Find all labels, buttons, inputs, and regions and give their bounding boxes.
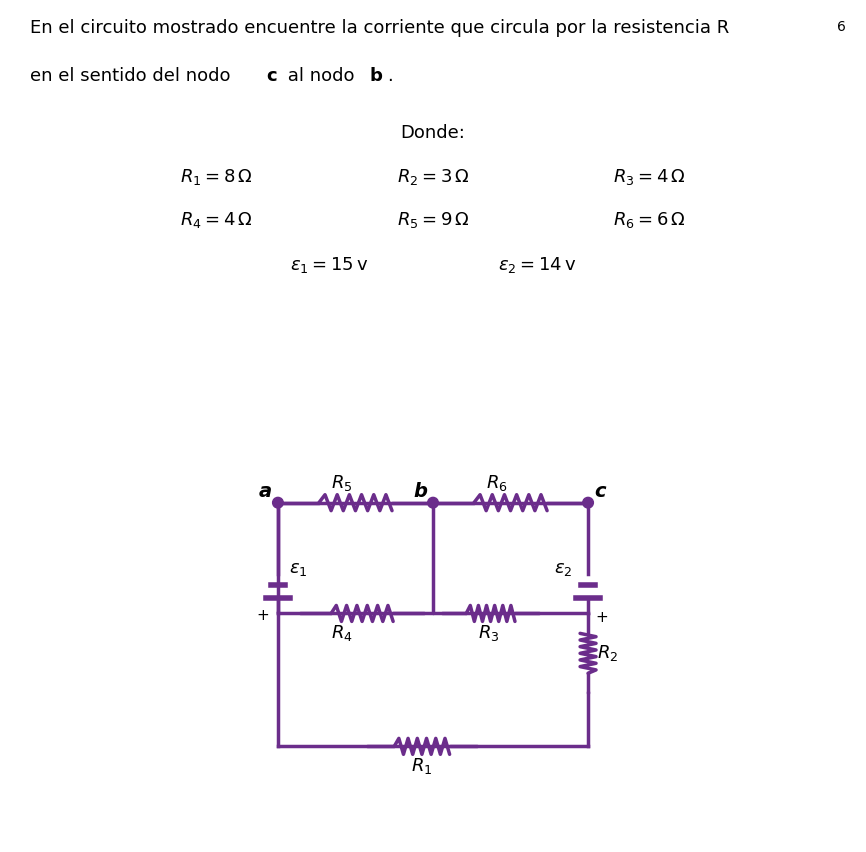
Circle shape [273,498,283,508]
Text: $\varepsilon_2$: $\varepsilon_2$ [554,560,573,579]
Text: $R_1 = 8\,\Omega$: $R_1 = 8\,\Omega$ [180,167,253,187]
Text: $R_1$: $R_1$ [411,757,433,776]
Text: a: a [259,482,272,501]
Text: Donde:: Donde: [401,124,465,142]
Text: b: b [414,482,428,501]
Text: $R_6$: $R_6$ [487,473,508,492]
Text: 6: 6 [837,20,845,34]
Text: c: c [267,66,277,85]
Text: b: b [370,66,383,85]
Text: En el circuito mostrado encuentre la corriente que circula por la resistencia R: En el circuito mostrado encuentre la cor… [30,19,729,37]
Text: +: + [256,608,268,623]
Text: en el sentido del nodo: en el sentido del nodo [30,66,236,85]
Text: $R_6 = 6\,\Omega$: $R_6 = 6\,\Omega$ [613,210,686,230]
Text: $R_4 = 4\,\Omega$: $R_4 = 4\,\Omega$ [180,210,253,230]
Text: $R_2$: $R_2$ [598,643,618,664]
Text: .: . [387,66,393,85]
Text: $R_2 = 3\,\Omega$: $R_2 = 3\,\Omega$ [397,167,469,187]
Circle shape [428,498,438,508]
Text: $R_5$: $R_5$ [332,473,353,492]
Circle shape [583,498,593,508]
Text: $\varepsilon_1$: $\varepsilon_1$ [288,560,307,579]
Text: $R_3 = 4\,\Omega$: $R_3 = 4\,\Omega$ [613,167,686,187]
Text: $\varepsilon_1 = 15\,\text{v}$: $\varepsilon_1 = 15\,\text{v}$ [290,256,368,275]
Text: al nodo: al nodo [282,66,360,85]
Text: $R_3$: $R_3$ [478,624,499,643]
Text: $\varepsilon_2 = 14\,\text{v}$: $\varepsilon_2 = 14\,\text{v}$ [498,256,576,275]
Text: c: c [595,482,606,501]
Text: +: + [595,610,608,625]
Text: $R_5 = 9\,\Omega$: $R_5 = 9\,\Omega$ [397,210,469,230]
Text: $R_4$: $R_4$ [332,624,353,643]
